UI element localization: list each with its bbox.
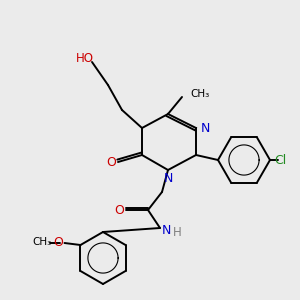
Text: Cl: Cl: [274, 154, 286, 166]
Text: N: N: [163, 172, 173, 184]
Text: N: N: [161, 224, 171, 236]
Text: HO: HO: [76, 52, 94, 64]
Text: O: O: [114, 203, 124, 217]
Text: CH₃: CH₃: [33, 237, 52, 247]
Text: H: H: [172, 226, 182, 238]
Text: O: O: [53, 236, 63, 250]
Text: O: O: [106, 155, 116, 169]
Text: CH₃: CH₃: [190, 89, 209, 99]
Text: N: N: [200, 122, 210, 134]
